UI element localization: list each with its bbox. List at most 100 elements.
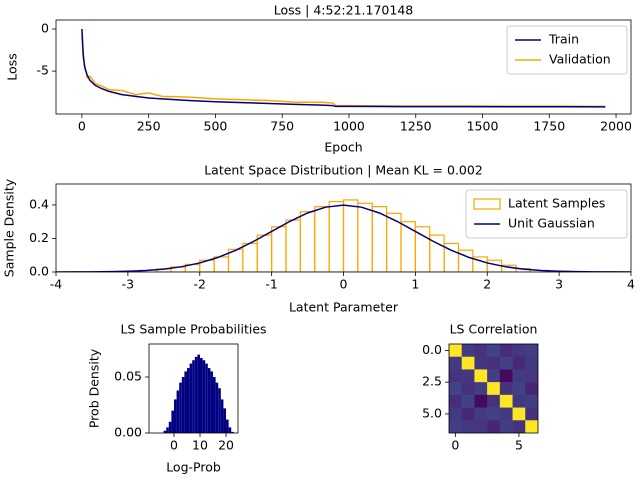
heatmap-cell	[525, 394, 538, 408]
x-tick-label: 750	[270, 119, 294, 134]
heatmap-cell	[474, 420, 488, 433]
heatmap-cell	[512, 369, 526, 383]
x-tick-label: 0	[170, 438, 178, 453]
histogram-bar	[166, 427, 169, 433]
histogram-bar	[285, 219, 301, 272]
histogram-bar	[213, 377, 216, 433]
y-tick-label: 0	[41, 21, 49, 36]
line	[56, 204, 631, 272]
histogram-bar	[314, 206, 330, 272]
plot-area	[449, 344, 538, 433]
histogram-bar	[220, 399, 224, 433]
x-tick-label: 1000	[333, 119, 365, 134]
heatmap-cell	[487, 344, 501, 358]
histogram-bar	[342, 199, 359, 272]
heatmap-cell	[512, 407, 526, 421]
y-tick-label: -5	[37, 63, 49, 78]
histogram-bar	[192, 360, 195, 433]
heatmap-cell	[474, 407, 488, 421]
x-axis-label: Latent Parameter	[289, 300, 399, 315]
legend-label: Unit Gaussian	[508, 216, 595, 231]
histogram-bar	[357, 202, 373, 272]
histogram-bar	[210, 371, 214, 433]
x-axis-label: Epoch	[324, 140, 362, 155]
heatmap-cell	[449, 407, 463, 421]
x-tick-label: 1250	[400, 119, 432, 134]
histogram-bar	[207, 368, 211, 433]
x-tick-label: 500	[204, 119, 228, 134]
x-tick-label: -4	[50, 277, 63, 292]
y-axis-label: Sample Density	[2, 178, 17, 277]
axes-frame	[448, 343, 539, 434]
histogram-bar	[256, 234, 273, 272]
histogram-bar	[328, 201, 345, 272]
subplot-title: Latent Space Distribution | Mean KL = 0.…	[204, 163, 483, 178]
histogram-bar	[194, 356, 198, 433]
plot-area	[163, 354, 234, 433]
heatmap-cell	[525, 420, 538, 433]
x-axis-label: Log-Prob	[166, 460, 221, 475]
axes-frame	[148, 343, 239, 434]
legend-label: Latent Samples	[508, 196, 605, 211]
y-tick-label: 5.0	[422, 405, 442, 420]
heatmap-cell	[461, 420, 475, 433]
heatmap-cell	[499, 407, 513, 421]
y-axis-label: Loss	[5, 53, 20, 80]
heatmap-cell	[449, 382, 463, 396]
x-tick-label: 1	[411, 277, 419, 292]
subplot: LS Correlation 0 5 0.0 2.5 5.0	[422, 322, 539, 453]
y-tick-label: 0.00	[114, 425, 142, 440]
heatmap-cell	[449, 420, 463, 433]
histogram-bar	[171, 410, 174, 433]
histogram-bar	[202, 360, 206, 433]
histogram-bar	[213, 256, 230, 272]
histogram-bar	[228, 427, 232, 433]
subplot: Loss | 4:52:21.170148 Epoch Loss 0 250 500 750…	[5, 3, 632, 155]
plot-area	[81, 28, 606, 108]
x-tick-label: 3	[555, 277, 563, 292]
heatmap-cell	[499, 420, 513, 433]
heatmap-cell	[487, 369, 501, 383]
histogram-bar	[371, 206, 388, 272]
x-tick-label: -3	[122, 277, 134, 292]
x-tick-label: 2	[483, 277, 491, 292]
histogram-bar	[299, 211, 316, 272]
heatmap-cell	[461, 394, 475, 408]
x-tick-label: 2000	[600, 119, 632, 134]
legend-box	[465, 189, 628, 239]
x-tick-label: 1750	[533, 119, 565, 134]
histogram-bar	[168, 421, 172, 433]
heatmap-cell	[487, 356, 501, 370]
histogram-bar	[176, 390, 180, 433]
y-tick-label: 0.4	[29, 196, 49, 211]
subplot: LS Sample Probabilities Log-Prob Prob Dens…	[87, 322, 267, 475]
heatmap-cell	[499, 382, 513, 396]
histogram-bar	[186, 368, 190, 433]
histogram-bar	[197, 354, 201, 433]
heatmap-cell	[499, 369, 513, 383]
x-tick-label: 5	[515, 438, 523, 453]
heatmap-cell	[512, 344, 526, 358]
subplot-title: LS Correlation	[450, 322, 538, 337]
axes-frame	[55, 19, 632, 115]
heatmap-cell	[461, 407, 475, 421]
legend-label: Validation	[549, 52, 611, 67]
histogram-bar	[226, 419, 229, 433]
heatmap-cell	[512, 420, 526, 433]
heatmap-cell	[474, 356, 488, 370]
histogram-bar	[181, 377, 185, 433]
heatmap-cell	[525, 382, 538, 396]
y-axis-label: Prob Density	[87, 348, 102, 428]
x-tick-label: 250	[137, 119, 161, 134]
heatmap-cell	[461, 369, 475, 383]
heatmap-cell	[487, 407, 501, 421]
heatmap-cell	[461, 356, 475, 370]
heatmap-cell	[474, 382, 488, 396]
subplot: Latent Space Distribution | Mean KL = 0.…	[2, 163, 636, 315]
x-tick-label: 1500	[467, 119, 499, 134]
y-tick-label: 0.0	[29, 264, 49, 279]
histogram-bar	[223, 408, 227, 433]
x-tick-label: 4	[627, 277, 635, 292]
heatmap-cell	[499, 394, 513, 408]
